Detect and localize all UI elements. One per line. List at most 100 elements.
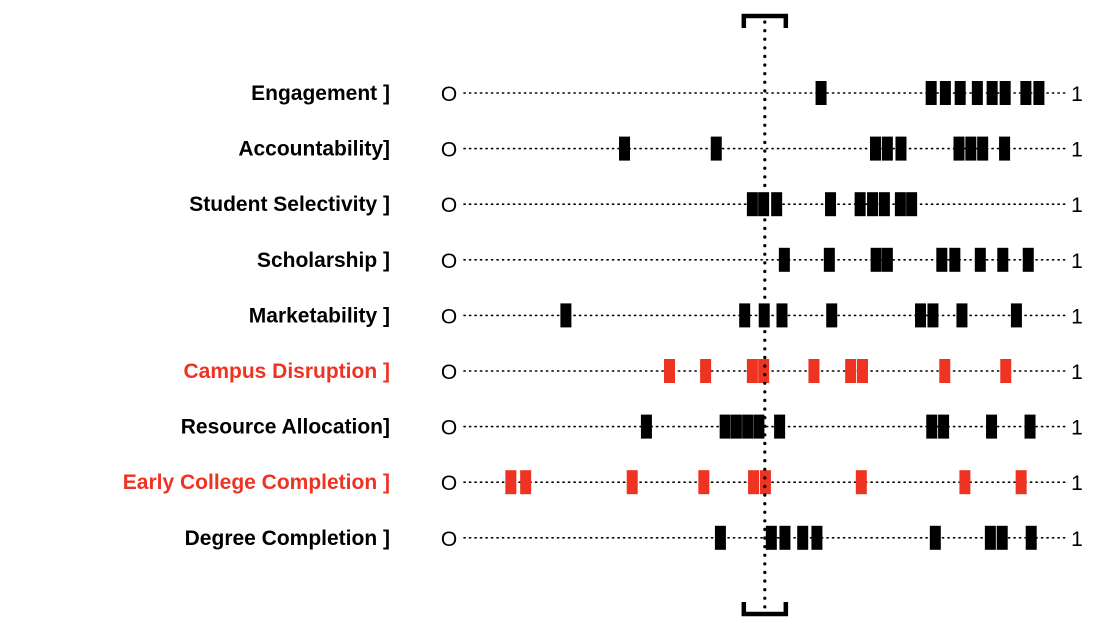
data-mark: [560, 303, 572, 328]
data-mark: [997, 247, 1009, 272]
data-mark: [808, 359, 820, 383]
data-mark: [640, 414, 652, 439]
data-mark: [870, 136, 882, 161]
data-mark: [719, 414, 731, 439]
data-mark: [939, 359, 951, 383]
data-mark: [758, 192, 770, 217]
data-mark: [626, 470, 638, 495]
chart-row: Accountability] O 1: [238, 136, 1083, 162]
data-mark: [811, 525, 823, 550]
max-label: 1: [1071, 194, 1083, 217]
data-mark: [823, 247, 835, 272]
data-mark: [774, 414, 786, 439]
max-label: 1: [1071, 361, 1083, 384]
min-label: O: [441, 472, 457, 495]
data-mark: [746, 192, 758, 217]
data-mark: [771, 192, 783, 217]
data-mark: [959, 470, 971, 495]
data-mark: [954, 81, 966, 105]
row-label: Engagement ]: [251, 82, 390, 105]
min-label: O: [441, 417, 457, 440]
data-mark: [953, 136, 965, 161]
data-mark: [878, 192, 890, 217]
data-mark: [698, 470, 710, 495]
row-label: Degree Completion ]: [185, 527, 390, 550]
chart-row: Early College Completion ] O 1: [123, 470, 1083, 495]
chart-row: Resource Allocation] O 1: [181, 414, 1083, 440]
data-mark: [505, 470, 517, 495]
min-label: O: [441, 194, 457, 217]
row-label: Accountability]: [238, 138, 390, 161]
data-mark: [996, 525, 1008, 550]
data-mark: [664, 359, 676, 383]
data-mark: [929, 525, 941, 550]
min-label: O: [441, 528, 457, 551]
max-label: 1: [1071, 472, 1083, 495]
max-label: 1: [1071, 139, 1083, 162]
data-mark: [1022, 247, 1034, 272]
data-mark: [971, 81, 983, 105]
data-mark: [748, 470, 760, 495]
data-mark: [855, 470, 867, 495]
data-mark: [826, 303, 838, 328]
chart-row: Scholarship ] O 1: [257, 247, 1083, 273]
max-label: 1: [1071, 83, 1083, 106]
data-mark: [710, 136, 722, 161]
data-mark: [1010, 303, 1022, 328]
data-mark: [1033, 81, 1045, 105]
data-mark: [895, 136, 907, 161]
data-mark: [854, 192, 866, 217]
data-mark: [759, 470, 771, 495]
data-mark: [999, 136, 1011, 161]
chart-row: Student Selectivity ] O 1: [189, 192, 1083, 217]
row-label: Resource Allocation]: [181, 416, 390, 439]
data-mark: [927, 303, 939, 328]
data-mark: [845, 359, 857, 383]
data-mark: [730, 414, 742, 439]
data-mark: [939, 81, 951, 105]
data-mark: [894, 192, 906, 217]
data-mark: [742, 414, 754, 439]
data-mark: [700, 359, 712, 383]
data-mark: [984, 525, 996, 550]
data-mark: [765, 525, 777, 550]
data-mark: [965, 136, 977, 161]
max-label: 1: [1071, 305, 1083, 328]
data-mark: [758, 359, 770, 383]
data-mark: [986, 414, 998, 439]
data-mark: [797, 525, 809, 550]
row-label: Student Selectivity ]: [189, 193, 390, 216]
data-mark: [881, 136, 893, 161]
data-mark: [906, 192, 918, 217]
data-mark: [739, 303, 751, 328]
min-label: O: [441, 305, 457, 328]
data-mark: [881, 247, 893, 272]
row-label: Early College Completion ]: [123, 471, 390, 494]
max-label: 1: [1071, 250, 1083, 273]
data-mark: [714, 525, 726, 550]
data-mark: [870, 247, 882, 272]
data-mark: [867, 192, 879, 217]
data-mark: [815, 81, 827, 105]
data-mark: [856, 359, 868, 383]
min-label: O: [441, 139, 457, 162]
data-mark: [825, 192, 837, 217]
data-mark: [977, 136, 989, 161]
data-mark: [915, 303, 927, 328]
chart-row: Marketability ] O 1: [249, 303, 1083, 328]
data-mark: [1025, 525, 1037, 550]
row-label: Campus Disruption ]: [183, 360, 390, 383]
data-mark: [746, 359, 758, 383]
data-mark: [949, 247, 961, 272]
data-mark: [986, 81, 998, 105]
data-mark: [999, 81, 1011, 105]
data-mark: [926, 414, 938, 439]
max-label: 1: [1071, 528, 1083, 551]
max-label: 1: [1071, 417, 1083, 440]
data-mark: [938, 414, 950, 439]
min-label: O: [441, 83, 457, 106]
data-mark: [974, 247, 986, 272]
data-mark: [956, 303, 968, 328]
data-mark: [936, 247, 948, 272]
